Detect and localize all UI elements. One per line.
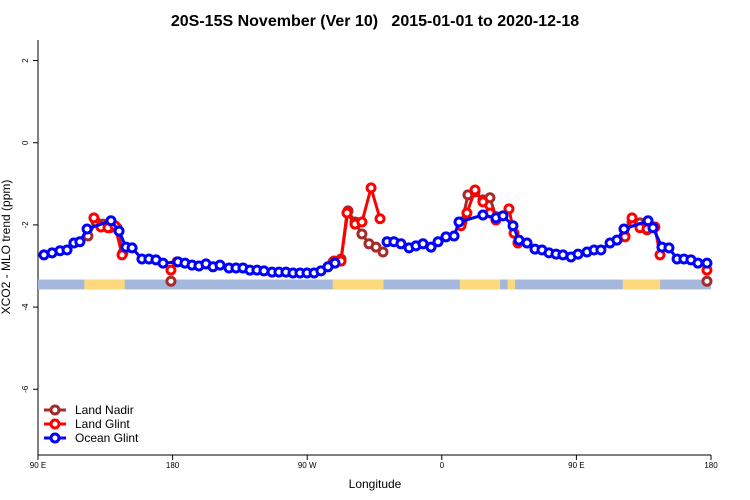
data-point [74, 236, 86, 248]
y-tick-label: 2 [21, 58, 30, 63]
land-segment [84, 279, 125, 290]
land-segment [507, 279, 516, 290]
series [38, 209, 713, 279]
data-point [507, 220, 519, 232]
data-point [642, 215, 654, 227]
legend-marker [49, 432, 61, 444]
data-point [157, 257, 169, 269]
data-point [61, 244, 73, 256]
data-point [461, 207, 473, 219]
data-point [497, 210, 509, 222]
data-point [165, 264, 177, 276]
data-point [329, 257, 341, 269]
data-point [503, 203, 515, 215]
land-segment [622, 279, 661, 290]
data-point [448, 230, 460, 242]
land-segment [332, 279, 384, 290]
data-point [432, 236, 444, 248]
legend-marker [49, 404, 61, 416]
chart-title: 20S-15S November (Ver 10) 2015-01-01 to … [171, 13, 579, 30]
data-point [469, 184, 481, 196]
y-tick-label: -2 [21, 221, 30, 229]
x-tick-label: 90 E [568, 461, 584, 470]
data-point [126, 242, 138, 254]
data-point [105, 215, 117, 227]
x-tick-label: 180 [166, 461, 180, 470]
data-point [365, 182, 377, 194]
y-tick-label: 0 [21, 140, 30, 145]
data-point [214, 259, 226, 271]
data-point [595, 244, 607, 256]
data-point [165, 275, 177, 287]
legend-label: Land Glint [75, 417, 130, 431]
data-point [701, 257, 713, 269]
legend-label: Ocean Glint [75, 431, 139, 445]
data-point [113, 225, 125, 237]
legend-label: Land Nadir [75, 403, 134, 417]
data-point [81, 223, 93, 235]
x-tick-label: 90 W [298, 461, 317, 470]
data-point [356, 216, 368, 228]
legend-marker [49, 418, 61, 430]
data-point [663, 242, 675, 254]
y-tick-label: -4 [21, 303, 30, 311]
data-point [647, 222, 659, 234]
data-point [374, 213, 386, 225]
data-point [425, 241, 437, 253]
x-tick-label: 180 [704, 461, 718, 470]
data-point [341, 207, 353, 219]
data-point [356, 228, 368, 240]
data-point [377, 246, 389, 258]
x-tick-label: 90 E [30, 461, 46, 470]
data-point [611, 234, 623, 246]
data-point [521, 237, 533, 249]
data-point [477, 209, 489, 221]
y-axis-label: XCO2 - MLO trend (ppm) [0, 180, 13, 315]
y-tick-label: -6 [21, 385, 30, 393]
x-axis-label: Longitude [349, 477, 402, 491]
data-point [618, 223, 630, 235]
data-point [572, 248, 584, 260]
x-tick-label: 0 [440, 461, 445, 470]
data-point [626, 212, 638, 224]
data-point [453, 216, 465, 228]
data-point [88, 212, 100, 224]
land-segment [459, 279, 501, 290]
data-point [477, 196, 489, 208]
data-point [692, 257, 704, 269]
data-point [395, 238, 407, 250]
data-point [370, 241, 382, 253]
data-point [701, 275, 713, 287]
